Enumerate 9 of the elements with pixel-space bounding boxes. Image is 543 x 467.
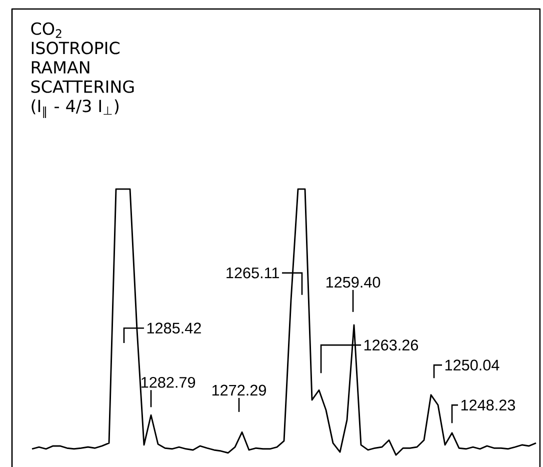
annotation: 1259.40 <box>326 276 380 288</box>
annotation: 1263.26 <box>364 340 418 351</box>
annotation: 1265.11 <box>226 267 279 278</box>
annotation: 1272.29 <box>212 384 266 396</box>
annotation: 1250.04 <box>445 360 500 371</box>
annotation: 1282.79 <box>142 376 196 388</box>
annotation: 1248.23 <box>461 400 515 411</box>
chart-title: CO$_{2}$ ISOTROPIC RAMAN SCATTERING (I$_{∥}$ - 4/3 I$_{⊥}$) <box>31 22 134 118</box>
annotation: 1285.42 <box>147 322 201 334</box>
